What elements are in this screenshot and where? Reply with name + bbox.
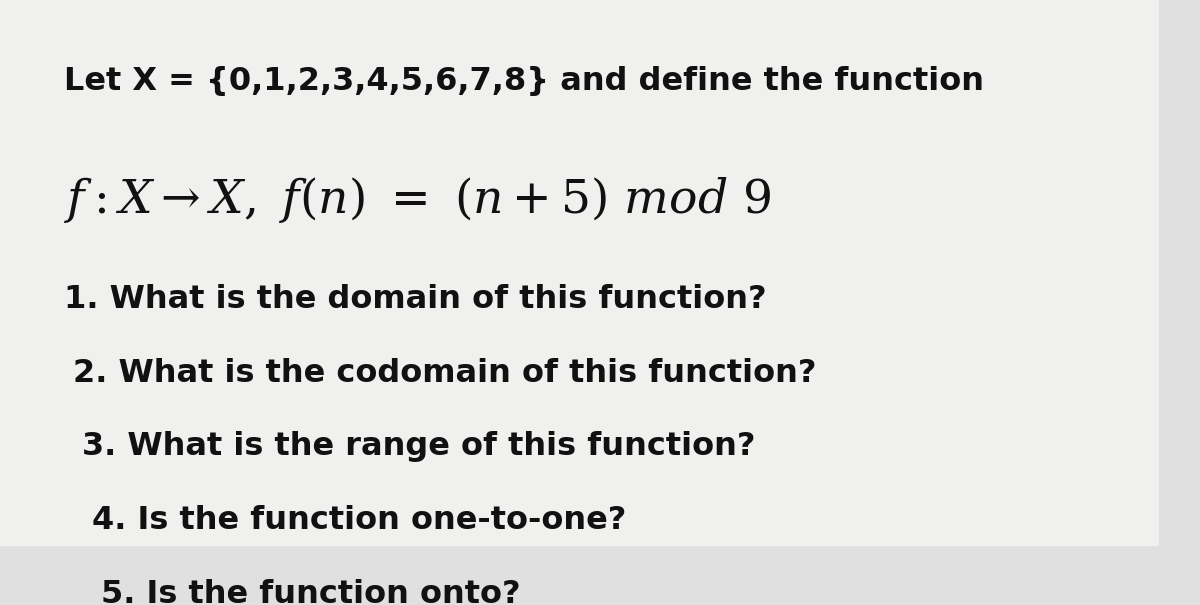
Text: Let X = {0,1,2,3,4,5,6,7,8} and define the function: Let X = {0,1,2,3,4,5,6,7,8} and define t… xyxy=(64,65,984,97)
Text: 5. Is the function onto?: 5. Is the function onto? xyxy=(101,579,521,605)
Text: 1. What is the domain of this function?: 1. What is the domain of this function? xyxy=(64,284,767,315)
Text: 2. What is the codomain of this function?: 2. What is the codomain of this function… xyxy=(73,358,816,388)
Text: 4. Is the function one-to-one?: 4. Is the function one-to-one? xyxy=(91,505,626,536)
Text: $f : X \rightarrow X,\ f(n)\ =\ (n + 5)\ \mathit{mod}\ 9$: $f : X \rightarrow X,\ f(n)\ =\ (n + 5)\… xyxy=(64,175,770,224)
Text: 3. What is the range of this function?: 3. What is the range of this function? xyxy=(83,431,756,462)
